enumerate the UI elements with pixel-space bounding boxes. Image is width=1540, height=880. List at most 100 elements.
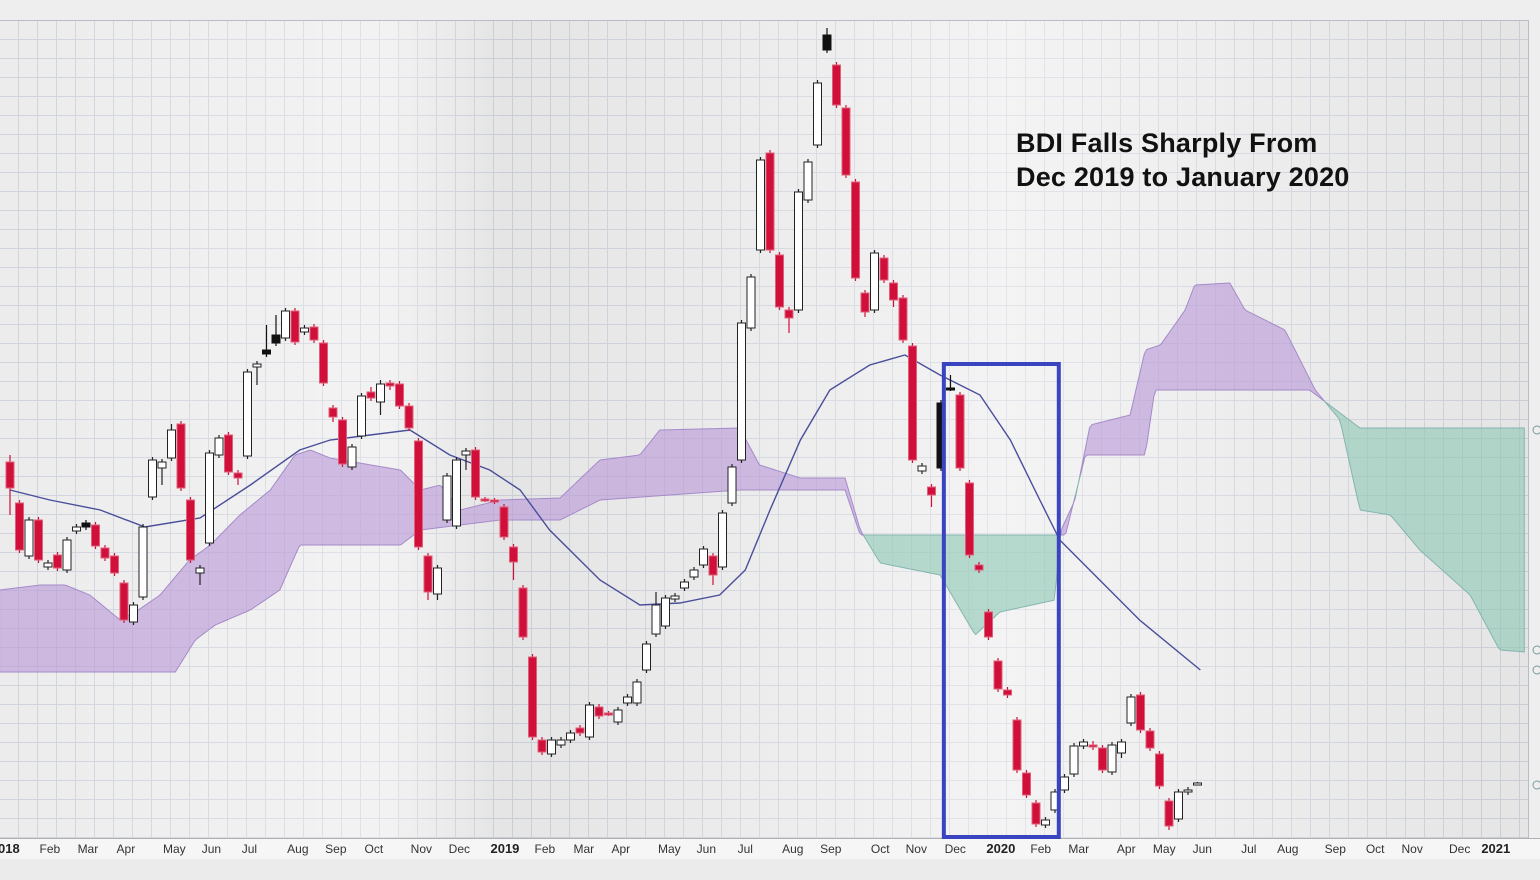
candle-body-up bbox=[1069, 745, 1079, 775]
candle-body-down bbox=[984, 611, 993, 638]
candle bbox=[537, 737, 547, 755]
candle-body-down bbox=[509, 546, 518, 563]
candle-body-down bbox=[537, 739, 547, 753]
candle-body-up bbox=[347, 446, 357, 468]
candle bbox=[252, 361, 262, 385]
candle-body-up bbox=[1183, 789, 1193, 793]
candle bbox=[756, 157, 765, 253]
candle-body-down bbox=[385, 382, 395, 387]
candle bbox=[908, 343, 917, 463]
candle-body-up bbox=[1060, 776, 1069, 791]
candle bbox=[1136, 692, 1145, 733]
candle bbox=[414, 438, 423, 550]
candle-body-down bbox=[775, 254, 784, 308]
x-tick-label: 2021 bbox=[1481, 841, 1510, 856]
candle-body-down bbox=[879, 257, 889, 281]
bottom-pane bbox=[0, 859, 1540, 880]
candle-body-down bbox=[1155, 753, 1164, 787]
candle-body-up bbox=[1041, 819, 1050, 826]
candle bbox=[72, 524, 81, 534]
candle-body-up bbox=[452, 459, 461, 527]
candle-body-up bbox=[946, 387, 955, 391]
candle-body-down bbox=[575, 727, 585, 734]
candle-body-down bbox=[955, 394, 965, 469]
candle bbox=[205, 450, 214, 546]
x-tick-label: Mar bbox=[573, 842, 594, 856]
x-tick-label: Oct bbox=[365, 842, 384, 856]
x-tick-labels: 2018 Feb Mar Apr May Jun Jul Aug Sep Oct Nov Dec 201… bbox=[0, 841, 1510, 856]
candle-body-up bbox=[917, 465, 927, 472]
candle bbox=[775, 252, 784, 310]
x-tick-label: Nov bbox=[1402, 842, 1423, 856]
candle-body-up bbox=[300, 327, 309, 333]
candle-body-down bbox=[518, 587, 528, 638]
moving-average-line bbox=[9, 354, 1201, 671]
candle bbox=[24, 517, 34, 559]
candle-body-up bbox=[870, 252, 879, 311]
candle bbox=[157, 459, 167, 485]
cloud-bullish-region bbox=[1060, 494, 1076, 536]
candle bbox=[1041, 817, 1050, 828]
candle-body-down bbox=[898, 297, 908, 341]
annotation-line-2: Dec 2019 to January 2020 bbox=[1016, 162, 1350, 192]
candle bbox=[765, 150, 775, 253]
candle-body-down bbox=[1136, 694, 1145, 731]
candle-body-up bbox=[737, 322, 746, 461]
candle bbox=[1183, 787, 1193, 795]
candle bbox=[1022, 770, 1031, 798]
candle-body-down bbox=[110, 555, 119, 574]
candle bbox=[366, 387, 376, 401]
candle-body-up bbox=[62, 539, 72, 571]
candle-body-up bbox=[623, 696, 632, 704]
candle-body-up bbox=[718, 512, 727, 568]
x-tick-label: Apr bbox=[612, 842, 631, 856]
right-edge-marker-icon bbox=[1532, 425, 1540, 435]
candle-body-up bbox=[794, 191, 803, 311]
cloud-bearish-region bbox=[1324, 400, 1525, 653]
candle bbox=[708, 553, 718, 585]
candle-body-up bbox=[613, 709, 623, 723]
candle-body-down bbox=[908, 345, 917, 461]
candle bbox=[91, 522, 100, 549]
candle-body-down bbox=[1164, 800, 1174, 827]
candle-body-up bbox=[746, 276, 756, 329]
x-tick-label: Jun bbox=[1193, 842, 1212, 856]
candle-body-up bbox=[642, 643, 651, 671]
candle-body-down bbox=[1098, 747, 1107, 771]
candle bbox=[433, 565, 442, 600]
candle bbox=[528, 654, 537, 740]
cloud-bullish-region bbox=[0, 427, 865, 673]
candle-body-up bbox=[129, 604, 138, 623]
candle bbox=[110, 553, 119, 576]
plot-area bbox=[0, 20, 1529, 839]
candle bbox=[642, 641, 651, 673]
ichimoku-cloud bbox=[0, 282, 1525, 673]
candle-body-down bbox=[224, 434, 233, 473]
x-tick-label: Nov bbox=[411, 842, 432, 856]
candle bbox=[214, 435, 224, 458]
candle bbox=[34, 517, 43, 563]
candle-body-down bbox=[1145, 730, 1155, 749]
candle-body-down bbox=[594, 706, 604, 717]
highlight-box bbox=[941, 362, 1061, 839]
candle-body-down bbox=[471, 449, 480, 498]
candle-body-down bbox=[499, 506, 509, 538]
candle-body-up bbox=[205, 452, 214, 544]
candle-body-down bbox=[860, 292, 870, 313]
candle-body-down bbox=[34, 519, 43, 561]
candle-body-up bbox=[1126, 696, 1136, 724]
candle bbox=[822, 28, 832, 53]
x-tick-label: Jun bbox=[697, 842, 716, 856]
candle bbox=[794, 189, 803, 313]
candle-body-up bbox=[357, 395, 366, 437]
candle bbox=[1117, 739, 1126, 758]
x-tick-label: Jul bbox=[738, 842, 753, 856]
candle-body-down bbox=[53, 554, 62, 569]
candle bbox=[1193, 782, 1202, 786]
candle bbox=[604, 711, 613, 716]
x-tick-label: Sep bbox=[820, 842, 842, 856]
right-edge-markers bbox=[1532, 425, 1540, 790]
x-tick-label: Jun bbox=[202, 842, 221, 856]
candle bbox=[1060, 774, 1069, 793]
candle-body-up bbox=[24, 519, 34, 557]
